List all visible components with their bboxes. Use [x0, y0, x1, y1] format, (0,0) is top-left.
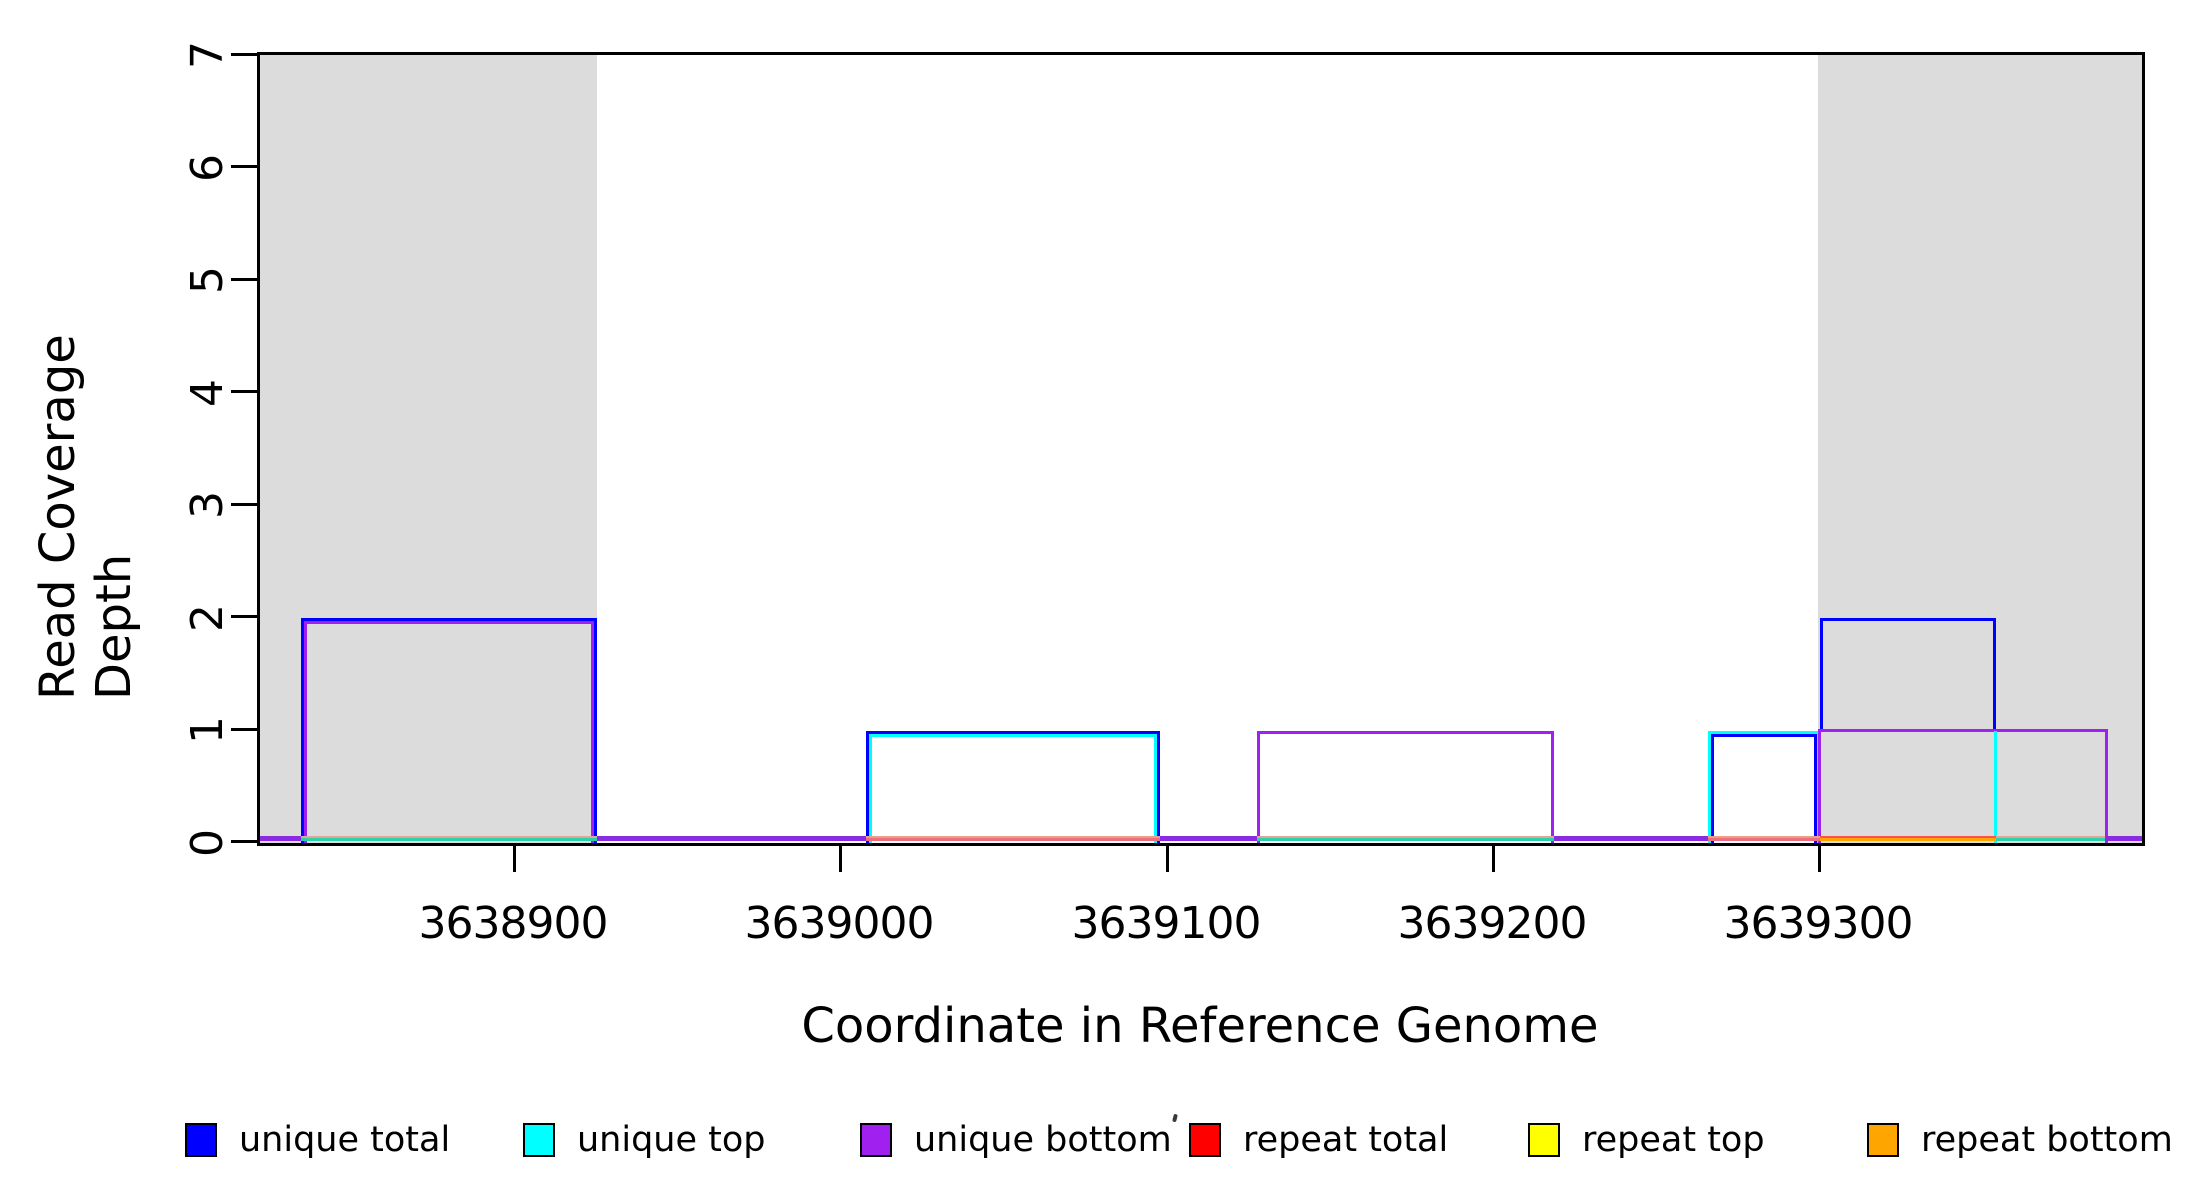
unique-bottom-step-up [1818, 729, 1821, 843]
y-axis-title: Read Coverage Depth [30, 334, 142, 700]
baseline-segment [866, 836, 1160, 841]
baseline-segment [2105, 836, 2142, 841]
coverage-box-unique-total-depth2 [1820, 618, 1996, 731]
baseline-segment [1160, 836, 1257, 841]
legend-label: repeat bottom [1921, 1120, 2173, 1160]
repeat-region-shading-right [1818, 55, 2142, 843]
y-tick-label: 2 [181, 604, 233, 632]
x-tick-label: 3639300 [1723, 898, 1914, 949]
y-tick-label: 1 [181, 716, 233, 744]
y-tick-mark [231, 278, 257, 281]
coverage-box-unique-top-2 [1708, 731, 1820, 843]
legend-label: unique total [239, 1120, 451, 1160]
y-tick-label: 6 [181, 154, 233, 182]
coverage-box-inner-purple [304, 621, 594, 843]
coverage-box-inner-blue [1711, 734, 1817, 843]
legend-label: repeat total [1243, 1120, 1449, 1160]
legend-item-unique-bottom: unique bottom [860, 1120, 1172, 1160]
baseline-segment [260, 836, 301, 841]
legend-item-unique-top: unique top [523, 1120, 766, 1160]
unique-top-step-down [1994, 731, 1997, 843]
legend-swatch-unique-total [185, 1123, 217, 1157]
unique-bottom-step-down [2105, 729, 2108, 843]
x-tick-label: 3639100 [1071, 898, 1262, 949]
baseline-segment [1996, 836, 2105, 841]
baseline-segment [1554, 836, 1708, 841]
plot-area [257, 52, 2145, 846]
y-tick-mark [231, 390, 257, 393]
coverage-box-unique-top-1 [866, 731, 1160, 843]
legend-label: unique bottom [914, 1120, 1172, 1160]
y-tick-label: 3 [181, 491, 233, 519]
legend-swatch-repeat-bottom [1867, 1123, 1899, 1157]
legend-item-unique-total: unique total [185, 1120, 450, 1160]
legend-swatch-repeat-top [1528, 1123, 1560, 1157]
x-tick-mark [1818, 846, 1821, 872]
y-tick-mark [231, 615, 257, 618]
legend-item-repeat-bottom: repeat bottom [1867, 1120, 2173, 1160]
unique-bottom-step-top [1818, 729, 2108, 732]
y-tick-label: 7 [181, 41, 233, 69]
stray-plot-mark [1172, 1113, 1178, 1123]
coverage-box-unique-bottom-depth2 [301, 618, 597, 843]
legend-label: repeat top [1582, 1120, 1765, 1160]
baseline-segment [1820, 836, 1996, 841]
y-tick-label: 5 [181, 266, 233, 294]
x-tick-label: 3639200 [1397, 898, 1588, 949]
baseline-segment [301, 836, 597, 841]
x-tick-mark [839, 846, 842, 872]
baseline-segment [1257, 836, 1554, 841]
coverage-box-inner-cyan [869, 734, 1157, 843]
legend-label: unique top [577, 1120, 766, 1160]
y-tick-mark [231, 840, 257, 843]
y-tick-label: 4 [181, 379, 233, 407]
repeat-region-shading-left [260, 55, 597, 843]
x-tick-mark [1166, 846, 1169, 872]
coverage-box-unique-bottom-1 [1257, 731, 1554, 843]
baseline-segment [597, 836, 866, 841]
y-tick-mark [231, 728, 257, 731]
x-tick-mark [1492, 846, 1495, 872]
x-tick-mark [513, 846, 516, 872]
legend-swatch-unique-bottom [860, 1123, 892, 1157]
legend-swatch-repeat-total [1189, 1123, 1221, 1157]
legend-item-repeat-total: repeat total [1189, 1120, 1448, 1160]
y-tick-mark [231, 165, 257, 168]
x-tick-label: 3638900 [418, 898, 609, 949]
baseline-segment [1708, 836, 1820, 841]
y-tick-mark [231, 53, 257, 56]
y-tick-label: 0 [181, 829, 233, 857]
y-tick-mark [231, 503, 257, 506]
legend-swatch-unique-top [523, 1123, 555, 1157]
x-axis-title: Coordinate in Reference Genome [801, 998, 1599, 1054]
legend-item-repeat-top: repeat top [1528, 1120, 1765, 1160]
x-tick-label: 3639000 [744, 898, 935, 949]
